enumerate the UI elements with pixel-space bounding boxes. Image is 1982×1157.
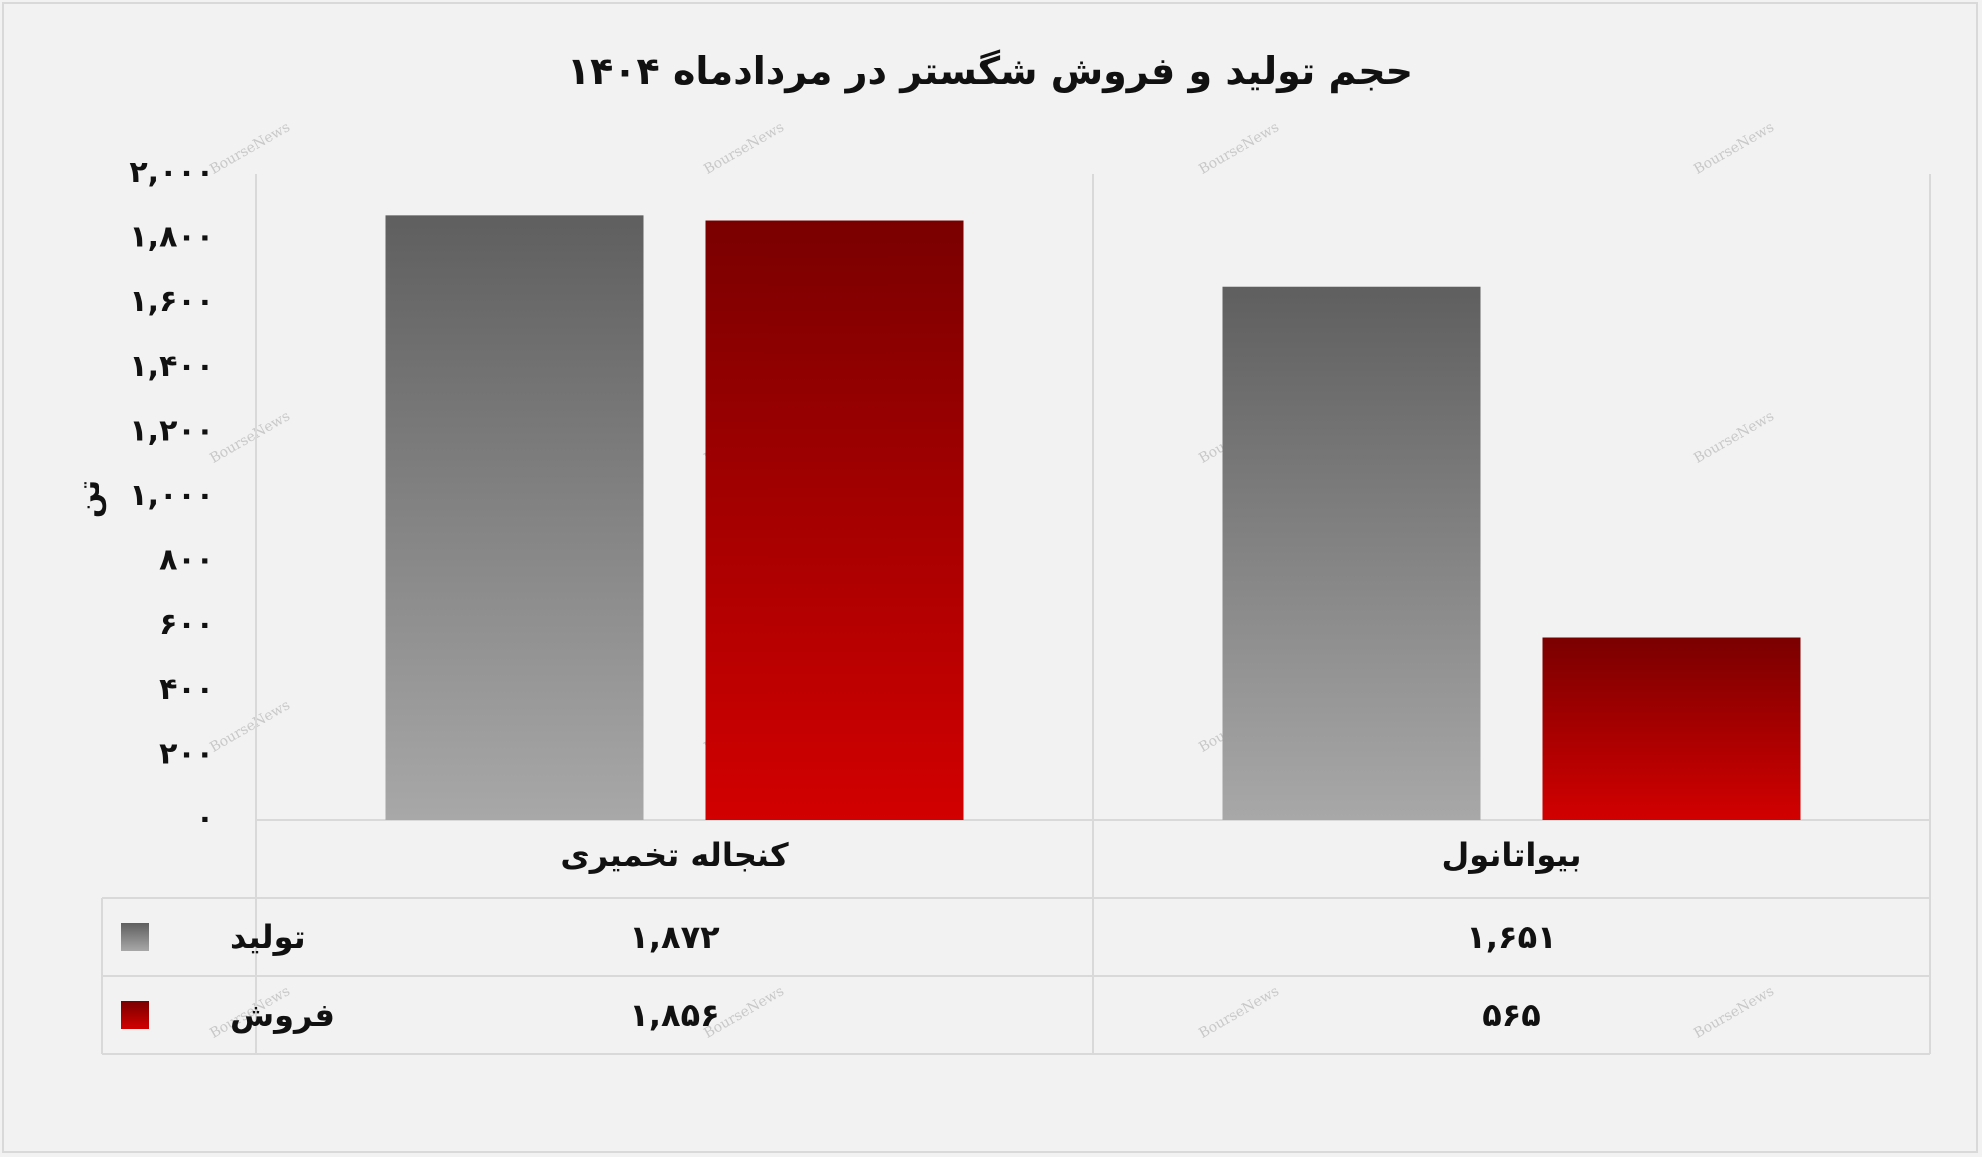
data-label: ۱,۸۷۲ (629, 918, 720, 956)
y-tick-label: ۱,۲۰۰ (129, 413, 214, 448)
watermark-text: BourseNews (1691, 983, 1777, 1042)
chart-title: حجم تولید و فروش شگستر در مردادماه ۱۴۰۴ (567, 49, 1413, 94)
watermark-text: BourseNews (207, 119, 293, 178)
y-tick-label: ۱,۸۰۰ (129, 220, 214, 255)
bar-production (1222, 286, 1481, 820)
legend-label: فروش (230, 996, 335, 1034)
legend-swatch (121, 1001, 149, 1029)
watermark-text: BourseNews (207, 697, 293, 756)
y-tick-label: ۱,۶۰۰ (129, 284, 214, 319)
data-label: ۵۶۵ (1482, 996, 1541, 1034)
bar-sales (1542, 637, 1801, 820)
x-tick-label: بیواتانول (1442, 836, 1582, 874)
y-tick-label: ۲۰۰ (159, 736, 214, 771)
legend-swatch (121, 923, 149, 951)
legend-label: تولید (230, 918, 306, 956)
watermark-text: BourseNews (701, 119, 787, 178)
bar-production (385, 215, 644, 820)
y-tick-label: ۴۰۰ (159, 672, 214, 707)
y-tick-label: ۱,۴۰۰ (129, 349, 214, 384)
y-tick-label: ۲,۰۰۰ (129, 155, 214, 190)
bar-chart: BourseNews BourseNews BourseNews BourseNews… (72, 49, 1931, 1055)
data-label: ۱,۶۵۱ (1466, 918, 1556, 956)
x-tick-label: کنجاله تخمیری (560, 836, 789, 874)
y-tick-label: ۸۰۰ (159, 543, 214, 578)
watermark-text: BourseNews (1691, 408, 1777, 467)
data-label: ۱,۸۵۶ (629, 996, 719, 1034)
watermark-text: BourseNews (1691, 119, 1777, 178)
watermark-text: BourseNews (207, 408, 293, 467)
y-tick-label: ۰ (196, 801, 214, 836)
plot-area (255, 174, 1931, 1054)
y-axis-label: تن (72, 480, 107, 518)
watermark-text: BourseNews (1196, 119, 1282, 178)
y-tick-label: ۶۰۰ (159, 607, 214, 642)
data-table: بیواتانول کنجاله تخمیری تولید ۱,۶۵۱ ۱,۸۷۲ فرو… (101, 836, 1930, 1055)
y-axis: ۰ ۲۰۰ ۴۰۰ ۶۰۰ ۸۰۰ ۱,۰۰۰ ۱,۲۰۰ ۱,۴۰۰ ۱,۶۰۰ ۱,۸۰۰ ۲,… (129, 155, 214, 836)
y-tick-label: ۱,۰۰۰ (129, 478, 214, 513)
bar-sales (705, 220, 964, 821)
watermark-text: BourseNews (1196, 983, 1282, 1042)
